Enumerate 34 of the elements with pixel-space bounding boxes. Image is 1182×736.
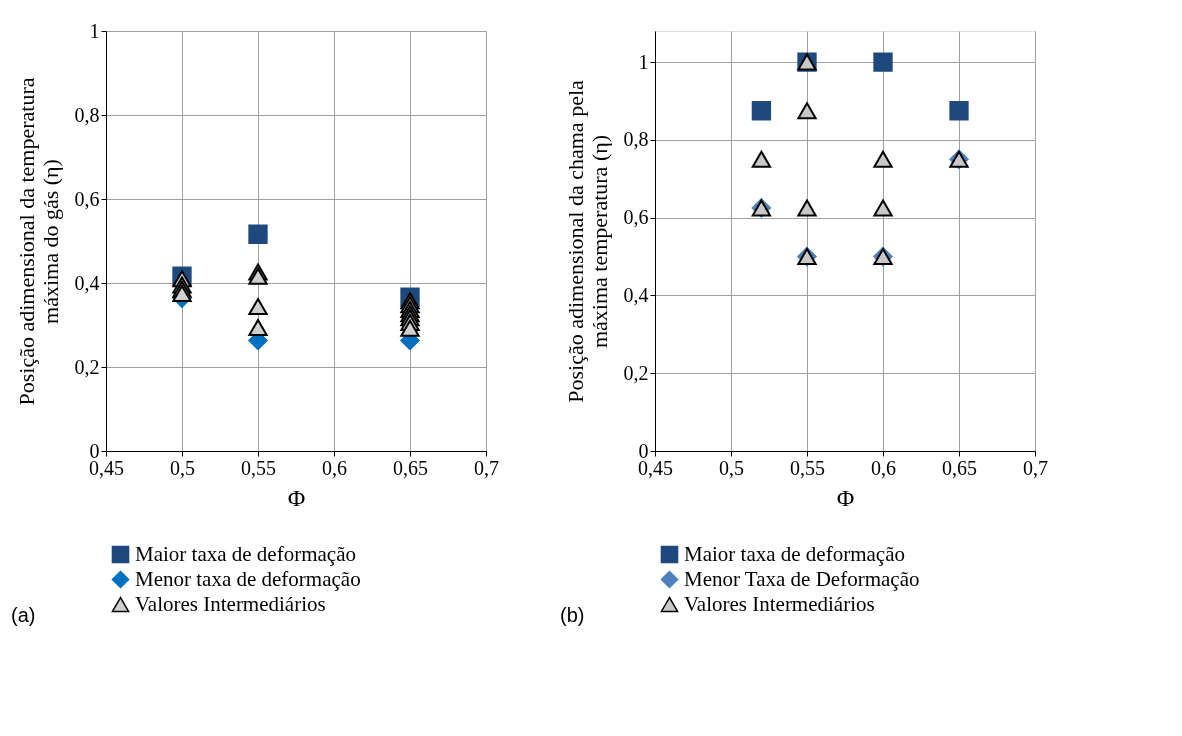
x-tick-label: 0,6 bbox=[322, 456, 347, 479]
legend-label: Maior taxa de deformação bbox=[135, 541, 356, 566]
text: (b) bbox=[560, 604, 585, 626]
y-tick-label: 0,6 bbox=[623, 206, 649, 229]
x-axis-title: Φ bbox=[836, 484, 855, 511]
y-tick-label: 0,4 bbox=[74, 271, 100, 294]
x-tick-label: 0,55 bbox=[241, 456, 276, 479]
y-tick-label: 1 bbox=[638, 50, 649, 73]
y-tick-label: 1 bbox=[89, 19, 100, 42]
legend-label: Maior taxa de deformação bbox=[684, 541, 905, 566]
y-tick-label: 0 bbox=[89, 439, 100, 462]
x-tick-label: 0,7 bbox=[474, 456, 499, 479]
text: (a) bbox=[11, 604, 36, 626]
legend-label: Menor Taxa de Deformação bbox=[684, 566, 920, 591]
y-tick-label: 0,2 bbox=[623, 361, 649, 384]
legend-label: Menor taxa de deformação bbox=[135, 566, 361, 591]
y-tick-label: 0 bbox=[638, 439, 649, 462]
legend-label: Valores Intermediários bbox=[135, 591, 326, 616]
x-tick-label: 0,5 bbox=[719, 456, 744, 479]
x-tick-label: 0,65 bbox=[942, 456, 977, 479]
x-tick-label: 0,55 bbox=[790, 456, 825, 479]
x-axis-title: Φ bbox=[287, 484, 306, 511]
x-tick-label: 0,5 bbox=[170, 456, 195, 479]
x-tick-label: 0,65 bbox=[393, 456, 428, 479]
y-tick-label: 0,8 bbox=[74, 103, 100, 126]
y-tick-label: 0,8 bbox=[623, 128, 649, 151]
y-tick-label: 0,4 bbox=[623, 283, 649, 306]
y-tick-label: 0,6 bbox=[74, 187, 100, 210]
y-axis-title: Posição adimensional da chama pela máxima temperatura (η) bbox=[562, 79, 612, 403]
y-tick-label: 0,2 bbox=[74, 355, 100, 378]
x-tick-label: 0,7 bbox=[1023, 456, 1048, 479]
x-tick-label: 0,6 bbox=[871, 456, 896, 479]
legend-label: Valores Intermediários bbox=[684, 591, 875, 616]
y-axis-title: Posição adimensional da temperatura máxima do gás (η) bbox=[13, 77, 63, 406]
